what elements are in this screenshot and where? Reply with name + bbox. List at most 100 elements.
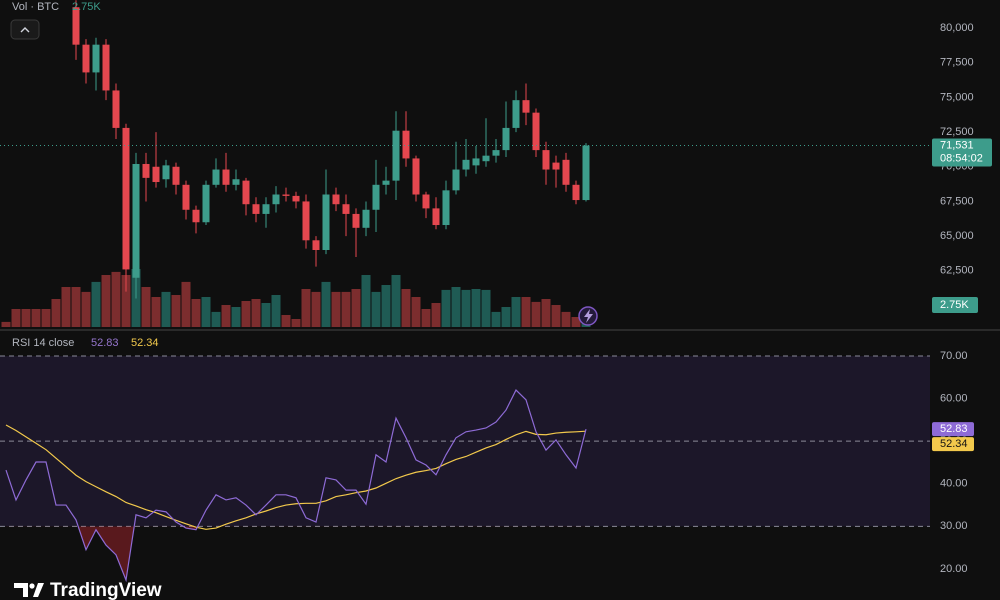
brand-name: TradingView — [50, 580, 162, 600]
volume-bar — [441, 289, 451, 327]
alert-icon[interactable] — [578, 306, 598, 326]
volume-bar — [181, 281, 191, 327]
volume-bar — [221, 305, 231, 327]
y-tick-label: 20.00 — [940, 563, 968, 575]
volume-bar — [411, 297, 421, 327]
bolt[interactable] — [584, 309, 593, 323]
candle-body — [352, 213, 360, 228]
candle-body — [472, 158, 480, 166]
candle-body — [282, 194, 290, 196]
logo-mark — [14, 583, 28, 597]
volume-bar — [361, 275, 371, 327]
candle-body — [372, 184, 380, 210]
volume-bar — [391, 275, 401, 327]
candle-body — [412, 158, 420, 195]
volume-bar — [451, 287, 461, 327]
oversold-shade — [78, 526, 198, 580]
volume-bar — [401, 289, 411, 327]
rsi-ma-line — [5, 424, 587, 530]
volume-bar — [31, 309, 41, 327]
volume-bar — [141, 287, 151, 327]
candle-body — [492, 150, 500, 156]
candle-body — [532, 112, 540, 151]
axes: 80,00077,50075,00072,50070,00067,50065,0… — [932, 22, 992, 575]
volume-bar — [81, 291, 91, 327]
collapse-button[interactable] — [10, 19, 40, 40]
candle-body — [562, 159, 570, 185]
candle-body — [422, 194, 430, 209]
candle-body — [192, 209, 200, 223]
y-tick-label: 65,000 — [940, 230, 974, 242]
price-badge-value: 71,531 — [940, 139, 974, 151]
candle-body — [402, 130, 410, 159]
volume-bar — [371, 291, 381, 327]
volume-bar — [431, 303, 441, 327]
volume-bar — [51, 299, 61, 327]
candle-body — [162, 165, 170, 180]
volume-bar — [91, 281, 101, 327]
volume-bar — [301, 289, 311, 327]
candle-body — [112, 90, 120, 128]
volume-bar — [261, 303, 271, 327]
volume-bar — [331, 291, 341, 327]
y-tick-label: 75,000 — [940, 91, 974, 103]
candle-body — [72, 7, 80, 45]
candle-body — [542, 150, 550, 170]
y-tick-label: 80,000 — [940, 22, 974, 34]
candle-body — [182, 184, 190, 210]
candle-body — [482, 155, 490, 162]
chevron-icon[interactable] — [20, 27, 30, 33]
volume-bar — [321, 281, 331, 327]
value-badge — [932, 422, 974, 437]
candle-body — [152, 166, 160, 183]
candle-body — [132, 163, 140, 278]
y-tick-label: 60.00 — [940, 392, 968, 404]
volume-bar — [111, 271, 121, 327]
y-tick-label: 77,500 — [940, 57, 974, 69]
y-tick-label: 30.00 — [940, 520, 968, 532]
volume-bar — [561, 311, 571, 327]
candle-body — [342, 204, 350, 214]
candle-body — [92, 44, 100, 73]
volume-bar — [551, 305, 561, 327]
brand-logo: TradingView — [14, 580, 162, 600]
y-tick-label: 62,500 — [940, 265, 974, 277]
candle-body — [252, 204, 260, 214]
candle-body — [232, 179, 240, 185]
y-tick-label: 67,500 — [940, 195, 974, 207]
candle-body — [212, 169, 220, 185]
volume-bar — [521, 297, 531, 327]
candle-body — [572, 184, 580, 201]
volume-bar — [11, 309, 21, 327]
volume-bar — [471, 289, 481, 327]
volume-bar — [231, 307, 241, 327]
volume-bar — [341, 291, 351, 327]
volume-bar — [501, 307, 511, 327]
volume-bar — [241, 301, 251, 327]
volume-bar — [281, 315, 291, 327]
volume-bar — [71, 287, 81, 327]
rsi-legend-value: 52.83 — [91, 337, 119, 349]
candle-body — [432, 208, 440, 226]
volume-badge — [932, 297, 978, 313]
volume-bar — [161, 291, 171, 327]
candle-body — [322, 194, 330, 251]
candle-body — [452, 169, 460, 191]
volume-bar — [421, 309, 431, 327]
candle-body — [312, 240, 320, 251]
candle-body — [582, 145, 590, 201]
volume-bar — [511, 297, 521, 327]
volume-bar — [381, 285, 391, 327]
candle-body — [332, 194, 340, 205]
logo-mark — [33, 583, 44, 597]
volume-bar — [251, 299, 261, 327]
y-tick-label: 70.00 — [940, 350, 968, 362]
candle-body — [502, 127, 510, 151]
volume-bar — [21, 309, 31, 327]
button-frame[interactable] — [10, 19, 40, 40]
candle-body — [522, 100, 530, 113]
volume-bar — [481, 289, 491, 327]
candle-body — [242, 180, 250, 205]
